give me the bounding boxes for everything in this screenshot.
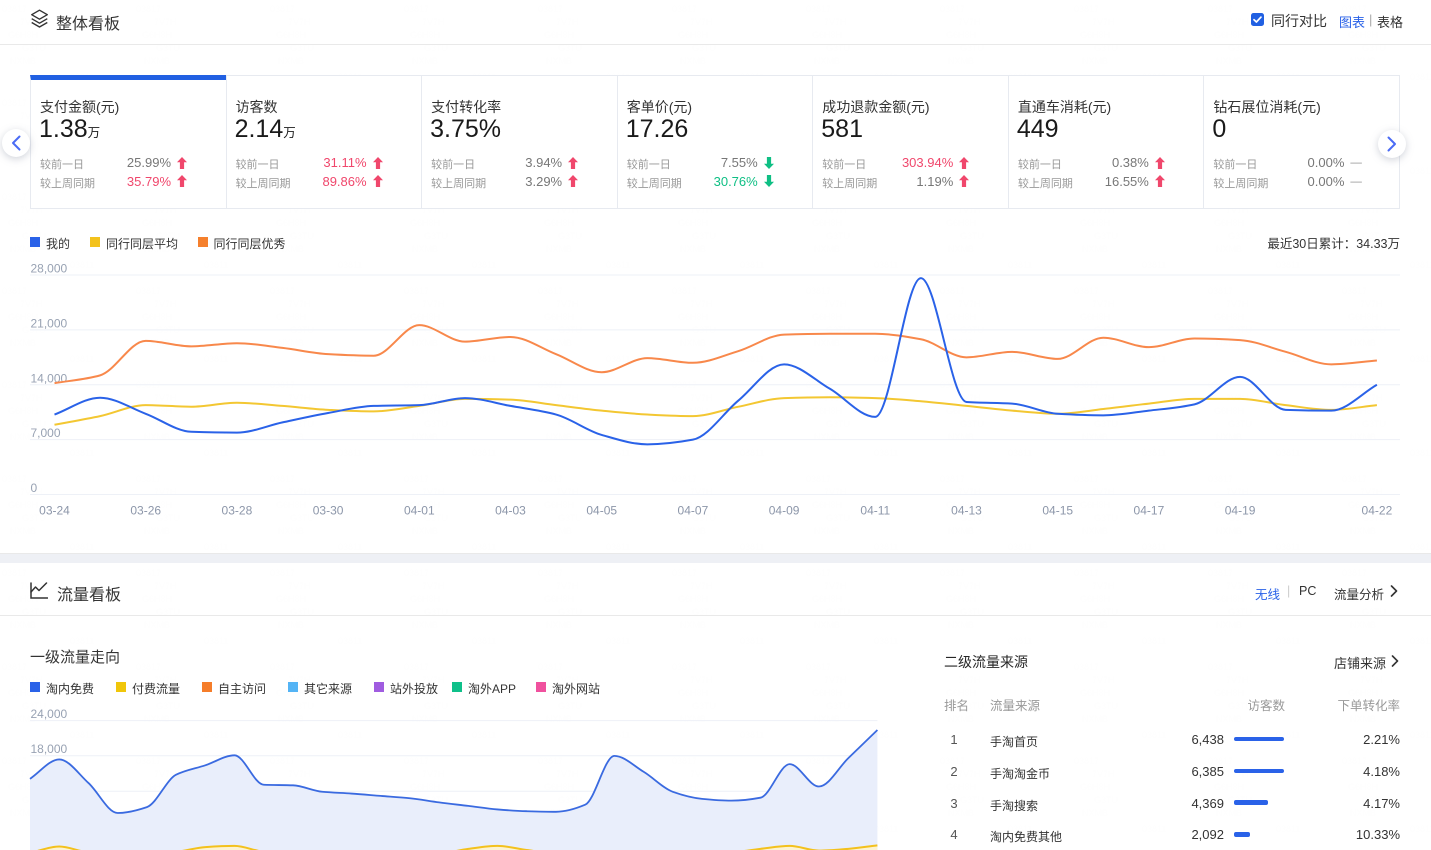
svg-text:04-01: 04-01 [404, 504, 435, 518]
svg-text:04-03: 04-03 [495, 504, 526, 518]
svg-text:03-28: 03-28 [222, 504, 253, 518]
svg-text:04-19: 04-19 [1225, 504, 1256, 518]
svg-text:04-15: 04-15 [1042, 504, 1073, 518]
svg-text:04-17: 04-17 [1134, 504, 1165, 518]
svg-text:03-24: 03-24 [39, 504, 70, 518]
svg-text:04-07: 04-07 [678, 504, 709, 518]
svg-text:7,000: 7,000 [31, 426, 61, 440]
svg-text:04-11: 04-11 [860, 504, 890, 518]
svg-text:28,000: 28,000 [31, 262, 68, 276]
svg-text:21,000: 21,000 [31, 316, 68, 330]
svg-text:0: 0 [31, 481, 38, 495]
svg-text:04-05: 04-05 [586, 504, 617, 518]
svg-text:03-26: 03-26 [130, 504, 161, 518]
svg-text:04-22: 04-22 [1362, 504, 1393, 518]
svg-text:24,000: 24,000 [31, 707, 68, 721]
svg-text:04-09: 04-09 [769, 504, 800, 518]
svg-text:14,000: 14,000 [31, 371, 68, 385]
svg-text:03-30: 03-30 [313, 504, 344, 518]
svg-text:04-13: 04-13 [951, 504, 982, 518]
svg-text:18,000: 18,000 [31, 742, 68, 756]
